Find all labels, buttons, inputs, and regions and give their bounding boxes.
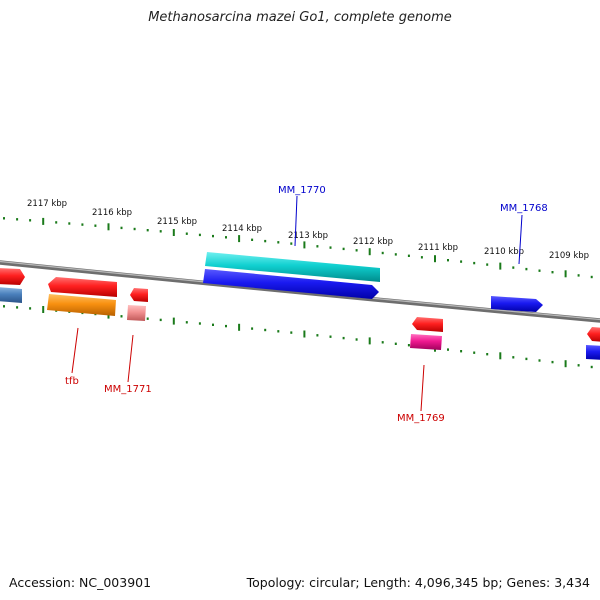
ruler-ticks-inner (3, 305, 593, 369)
leader-line-mm1771 (127, 334, 134, 383)
ruler-ticks-outer (3, 217, 593, 279)
gene-feature-blue-right-edge[interactable] (586, 345, 600, 360)
ruler-label: 2110 kbp (484, 247, 524, 257)
gene-label-tfb[interactable]: tfb (65, 376, 79, 387)
gene-feature-steel-left-edge[interactable] (0, 287, 22, 303)
gene-label-mm1769[interactable]: MM_1769 (397, 413, 445, 424)
leader-line-tfb (71, 327, 79, 374)
ruler-label: 2113 kbp (288, 231, 328, 241)
ruler-label: 2112 kbp (353, 237, 393, 247)
gene-feature-mm1769-magenta[interactable] (410, 334, 442, 350)
ruler-label: 2111 kbp (418, 243, 458, 253)
map-title: Methanosarcina mazei Go1, complete genom… (148, 10, 452, 25)
gene-feature-mm1771-pink[interactable] (127, 305, 146, 321)
ruler-label: 2116 kbp (92, 208, 132, 218)
leader-line-mm1770 (294, 195, 298, 247)
gene-feature-tfb-forward[interactable] (48, 277, 117, 297)
gene-feature-mm1769-red[interactable] (412, 317, 443, 332)
gene-feature-blue-long[interactable] (203, 269, 379, 299)
leader-line-mm1769 (420, 364, 425, 412)
gene-label-mm1768[interactable]: MM_1768 (500, 203, 548, 214)
ruler-label: 2115 kbp (157, 217, 197, 227)
gene-feature-mm1768[interactable] (491, 296, 543, 312)
genome-summary-text: Topology: circular; Length: 4,096,345 bp… (246, 575, 590, 590)
gene-label-mm1770[interactable]: MM_1770 (278, 185, 326, 196)
gene-feature-red-right-edge[interactable] (587, 327, 600, 342)
gene-feature-tfb-orange[interactable] (47, 294, 116, 316)
gene-feature-red-left-edge[interactable] (0, 268, 25, 285)
gene-feature-mm1771-forward[interactable] (130, 288, 148, 302)
gene-feature-mm1770[interactable] (205, 252, 380, 282)
accession-text: Accession: NC_003901 (9, 575, 152, 590)
ruler-label: 2109 kbp (549, 251, 589, 261)
ruler-label: 2117 kbp (27, 199, 67, 209)
genome-backbone (0, 260, 600, 323)
ruler-label: 2114 kbp (222, 224, 262, 234)
leader-line-mm1768 (518, 214, 523, 265)
gene-label-mm1771[interactable]: MM_1771 (104, 384, 152, 395)
